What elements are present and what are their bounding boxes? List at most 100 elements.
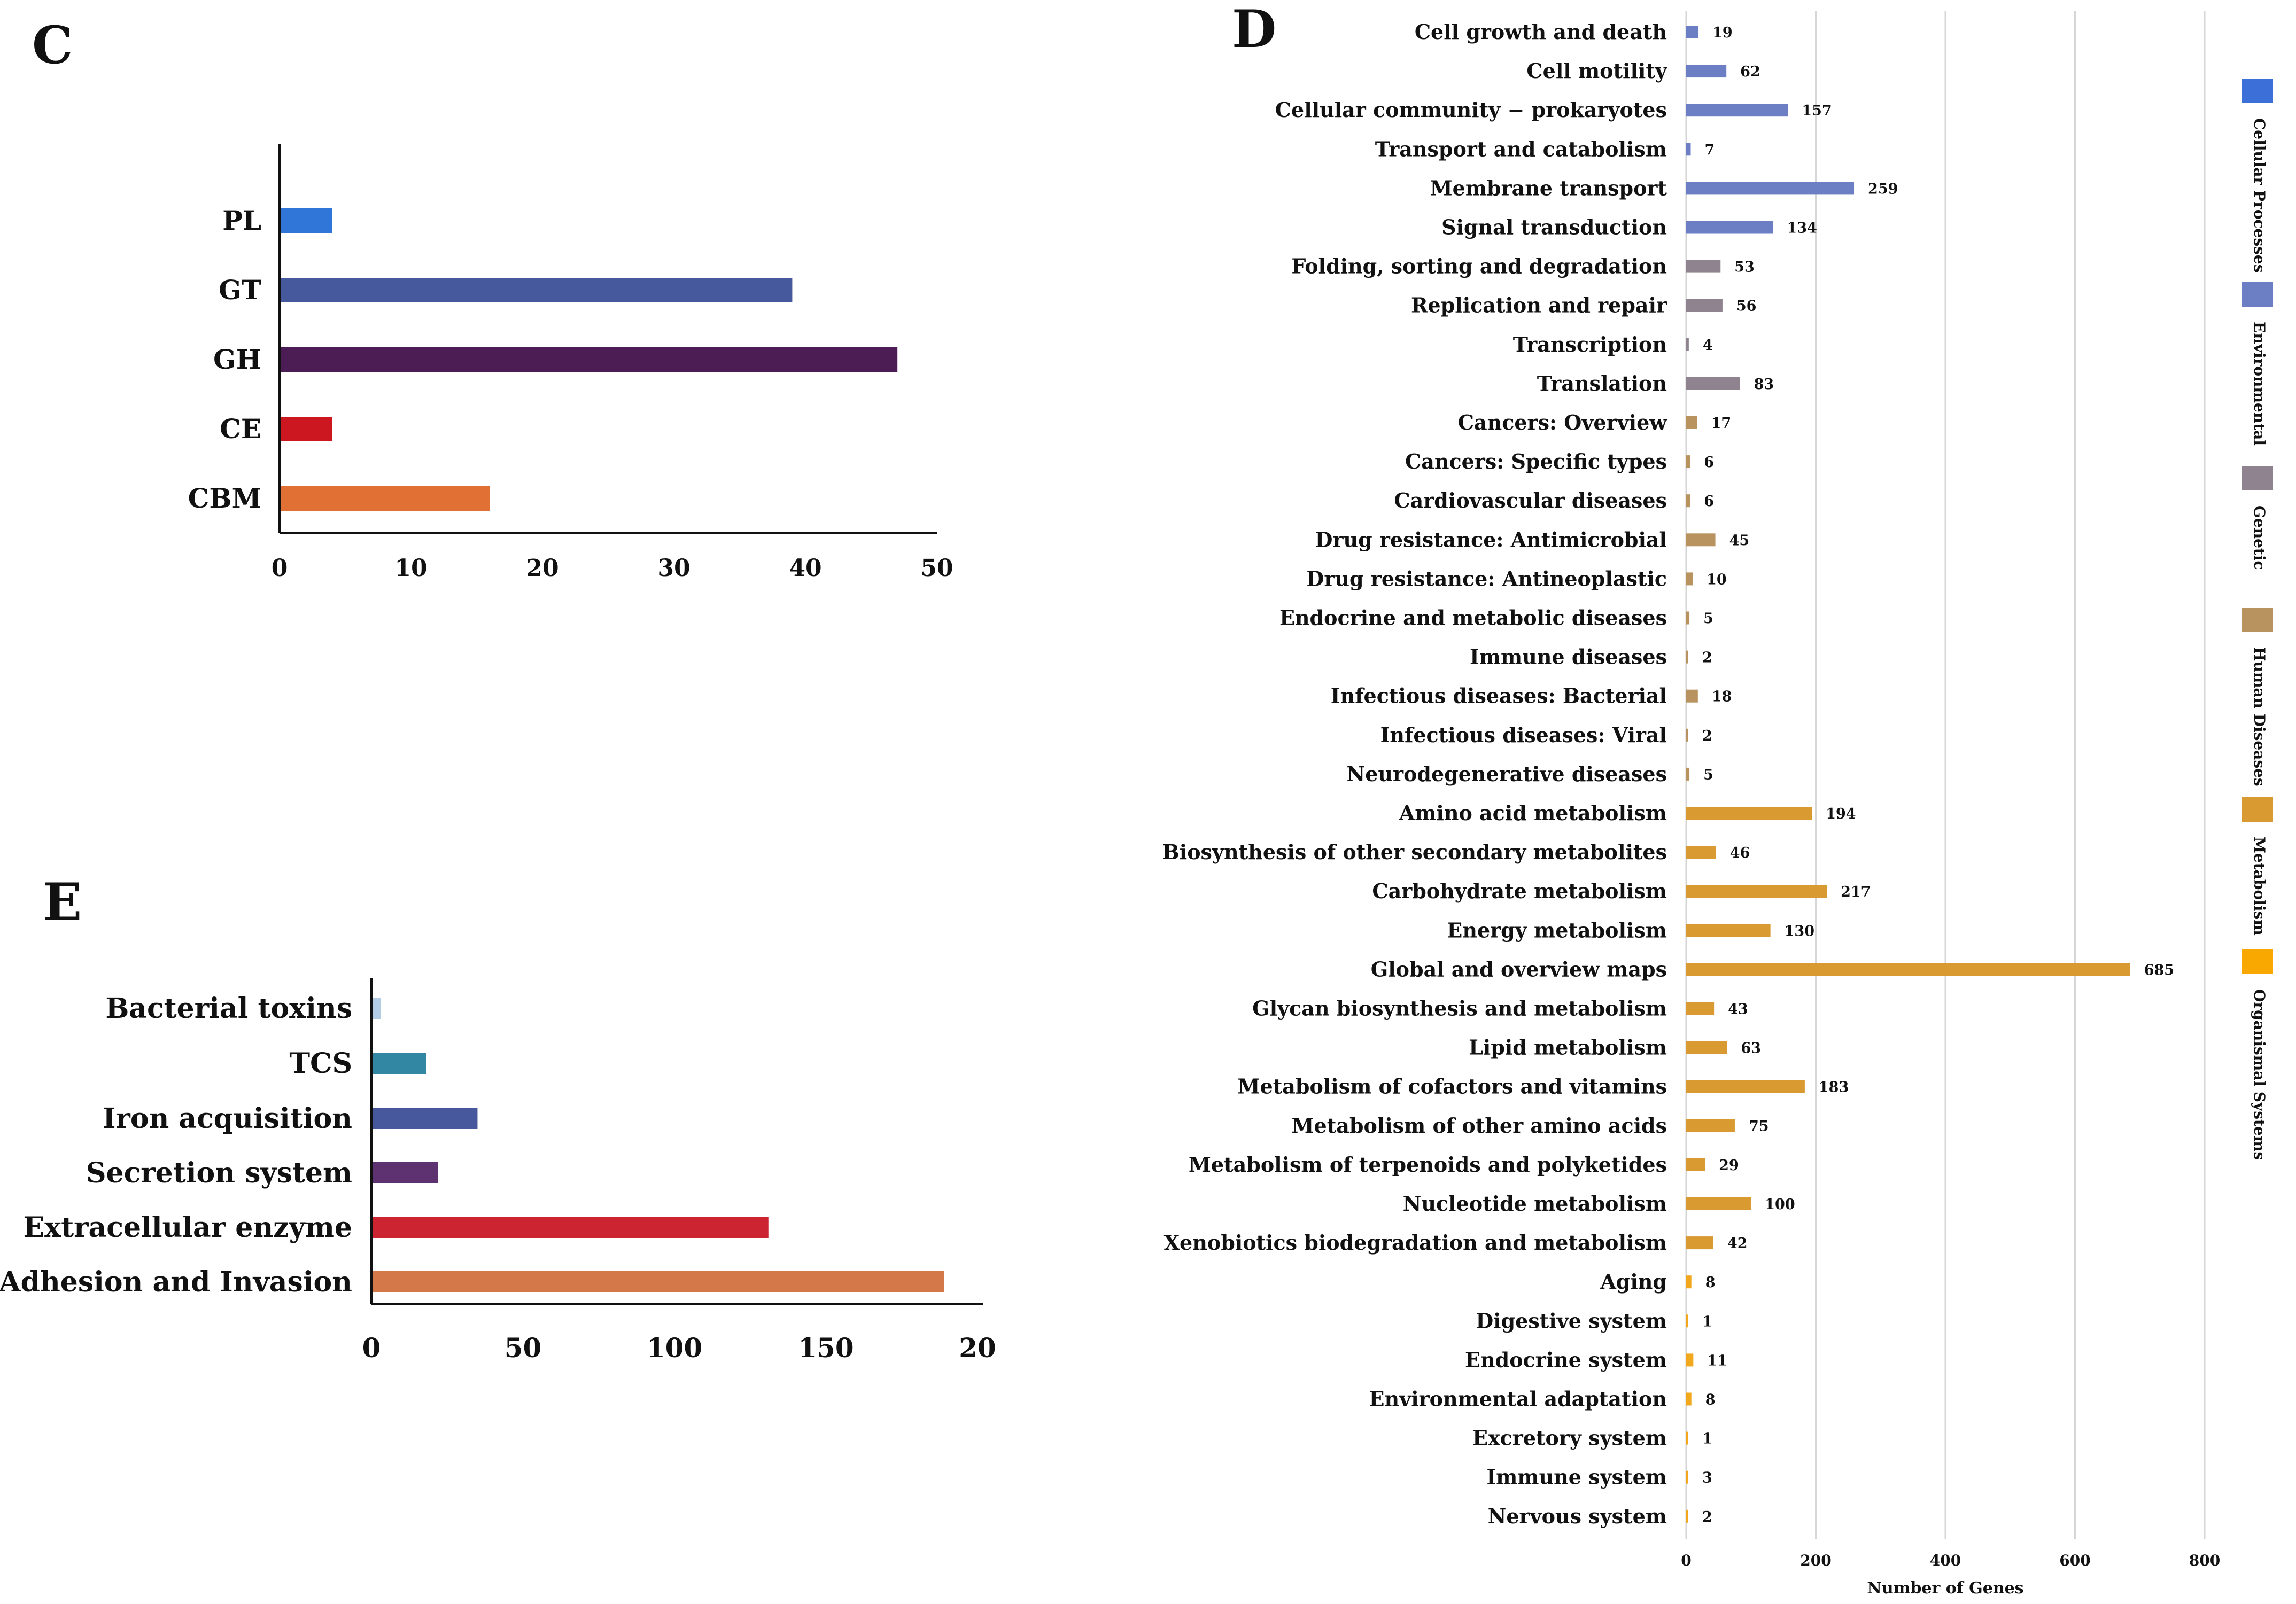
chart-d-value-label: 75 [1749, 1118, 1769, 1135]
chart-d-bar [1686, 807, 1812, 820]
chart-d-value-label: 5 [1703, 767, 1713, 783]
chart-d-category-label: Environmental adaptation [1369, 1387, 1667, 1411]
chart-d-category-label: Immune system [1486, 1465, 1667, 1489]
chart-d-legend-swatch [2242, 797, 2273, 822]
chart-d-legend-swatch [2242, 466, 2273, 490]
chart-c-bar-gh [281, 347, 898, 372]
chart-d-bar [1686, 1392, 1692, 1406]
chart-d-legend-label: Organismal Systems [2251, 989, 2268, 1160]
chart-e-category-label: Secretion system [86, 1157, 352, 1189]
chart-c: PL GT GH CE CBM 0 10 20 30 40 50 [188, 144, 953, 582]
chart-d-value-label: 2 [1702, 728, 1712, 744]
chart-c-bar-cbm [281, 486, 490, 511]
chart-e-x-tick-label: 100 [647, 1332, 702, 1364]
chart-c-x-tick-label: 50 [920, 555, 953, 582]
chart-d-bar [1686, 1002, 1715, 1015]
chart-d-category-label: Metabolism of cofactors and vitamins [1238, 1074, 1667, 1099]
chart-d-category-label: Endocrine and metabolic diseases [1279, 606, 1667, 630]
chart-c-category-label: CBM [188, 482, 261, 514]
chart-d-bar [1686, 728, 1688, 742]
chart-e-bar-secretion-system [373, 1162, 438, 1183]
chart-d-category-label: Amino acid metabolism [1399, 801, 1667, 825]
chart-d-category-label: Cancers: Overview [1458, 410, 1668, 434]
chart-d-category-label: Lipid metabolism [1469, 1035, 1667, 1060]
chart-d-bar [1686, 338, 1689, 351]
chart-d-category-label: Biosynthesis of other secondary metaboli… [1162, 840, 1667, 864]
chart-c-bar-pl [281, 208, 332, 233]
chart-c-category-label: GT [219, 274, 261, 306]
chart-d-value-label: 6 [1704, 454, 1714, 471]
chart-d-category-label: Global and overview maps [1371, 957, 1667, 981]
chart-e-category-label: Iron acquisition [103, 1102, 352, 1135]
chart-d-value-label: 5 [1703, 611, 1713, 627]
chart-d-legend-swatch [2242, 282, 2273, 307]
chart-d-bar [1686, 1509, 1688, 1523]
chart-d-value-label: 2 [1702, 650, 1712, 666]
chart-d-value-label: 8 [1705, 1274, 1716, 1291]
panel-label-e: E [43, 872, 82, 932]
chart-d-value-label: 183 [1819, 1079, 1849, 1096]
chart-d-value-label: 53 [1734, 259, 1755, 276]
chart-d-bar [1686, 1353, 1694, 1367]
chart-d-category-label: Infectious diseases: Bacterial [1331, 684, 1667, 708]
chart-d-legend-swatch [2242, 608, 2273, 632]
chart-d-category-label: Metabolism of other amino acids [1291, 1114, 1667, 1138]
chart-d-value-label: 1 [1702, 1313, 1712, 1330]
chart-d-category-label: Digestive system [1476, 1309, 1667, 1333]
chart-e-category-label: TCS [289, 1047, 352, 1080]
chart-d-category-label: Translation [1537, 371, 1667, 395]
chart-d-category-label: Folding, sorting and degradation [1291, 254, 1667, 278]
chart-d-category-label: Cardiovascular diseases [1394, 488, 1667, 512]
chart-d-category-label: Signal transduction [1441, 215, 1667, 239]
chart-d-category-label: Endocrine system [1465, 1348, 1667, 1372]
chart-d-bar [1686, 885, 1827, 898]
chart-d-value-label: 6 [1704, 493, 1714, 510]
chart-c-x-tick-label: 10 [394, 555, 427, 582]
chart-d-value-label: 217 [1841, 884, 1871, 900]
chart-d-legend-label: Metabolism [2251, 837, 2268, 936]
chart-d-bar [1686, 611, 1690, 625]
chart-d-value-label: 83 [1754, 376, 1774, 393]
chart-d-category-label: Cellular community − prokaryotes [1275, 98, 1667, 122]
chart-c-category-label: GH [213, 344, 261, 375]
chart-d-bar [1686, 182, 1855, 195]
chart-d-bar [1686, 1431, 1688, 1445]
chart-e-bar-iron-acquisition [373, 1108, 478, 1129]
chart-d-value-label: 7 [1704, 142, 1715, 158]
chart-d-value-label: 56 [1736, 298, 1757, 315]
chart-d-category-label: Drug resistance: Antineoplastic [1306, 566, 1667, 590]
chart-d-bar [1686, 572, 1693, 586]
chart-d-value-label: 194 [1826, 806, 1856, 822]
chart-d-category-label: Metabolism of terpenoids and polyketides [1189, 1153, 1667, 1177]
chart-c-bar-gt [281, 278, 793, 302]
chart-d-value-label: 685 [2144, 962, 2174, 978]
chart-d-bar [1686, 846, 1716, 859]
chart-d-bar [1686, 1119, 1735, 1132]
chart-d-category-label: Membrane transport [1430, 176, 1667, 200]
chart-d-x-tick-label: 400 [1930, 1552, 1961, 1569]
chart-d-category-label: Energy metabolism [1447, 918, 1667, 942]
chart-d-bar [1686, 689, 1698, 703]
chart-d-x-axis-label: Number of Genes [1867, 1579, 2023, 1598]
chart-d-value-label: 134 [1787, 220, 1817, 237]
chart-d-bar [1686, 650, 1688, 664]
chart-d-bar [1686, 26, 1699, 38]
chart-e-x-tick-label: 50 [505, 1332, 542, 1364]
chart-d-value-label: 18 [1712, 689, 1732, 705]
chart-d-bar [1686, 963, 2130, 976]
chart-e-x-tick-label: 20 [959, 1332, 996, 1364]
chart-d-value-label: 4 [1703, 337, 1713, 354]
chart-d-value-label: 45 [1729, 532, 1750, 549]
chart-d-category-label: Neurodegenerative diseases [1347, 762, 1667, 786]
chart-d-value-label: 63 [1741, 1040, 1761, 1057]
chart-e-bar-extracellular-enzyme [373, 1217, 769, 1238]
chart-d-legend-swatch [2242, 949, 2273, 974]
chart-d-value-label: 100 [1765, 1196, 1795, 1213]
chart-e-category-label: Adhesion and Invasion [0, 1266, 352, 1298]
chart-e-x-tick-label: 0 [362, 1332, 381, 1364]
chart-d-bar [1686, 416, 1697, 429]
chart-d-bar [1686, 1236, 1713, 1250]
chart-d-bar [1686, 1470, 1688, 1484]
chart-e-bar-tcs [373, 1053, 426, 1074]
